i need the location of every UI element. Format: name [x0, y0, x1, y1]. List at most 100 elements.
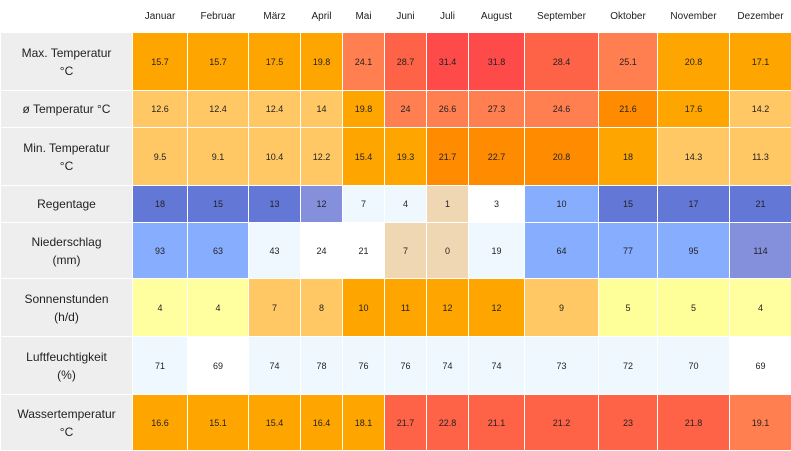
table-cell: 15 [599, 186, 658, 223]
month-header: August [469, 1, 525, 33]
table-cell: 18.1 [343, 395, 385, 451]
row-label: Luftfeuchtigkeit (%) [1, 337, 133, 395]
row-label: Regentage [1, 186, 133, 223]
table-cell: 12 [301, 186, 343, 223]
table-cell: 21.8 [658, 395, 730, 451]
table-cell: 12.2 [301, 128, 343, 186]
table-cell: 71 [133, 337, 188, 395]
table-cell: 23 [599, 395, 658, 451]
table-cell: 9.1 [188, 128, 249, 186]
table-cell: 18 [133, 186, 188, 223]
table-cell: 78 [301, 337, 343, 395]
table-cell: 70 [658, 337, 730, 395]
table-cell: 14.2 [730, 91, 791, 128]
table-cell: 64 [525, 223, 599, 279]
table-cell: 74 [469, 337, 525, 395]
month-header: Dezember [730, 1, 791, 33]
table-cell: 14 [301, 91, 343, 128]
table-cell: 24.1 [343, 33, 385, 91]
table-cell: 4 [188, 279, 249, 337]
table-cell: 7 [249, 279, 301, 337]
table-cell: 26.6 [427, 91, 469, 128]
table-cell: 43 [249, 223, 301, 279]
row-label: Sonnenstunden (h/d) [1, 279, 133, 337]
table-cell: 28.4 [525, 33, 599, 91]
table-cell: 21 [730, 186, 791, 223]
row-label: Max. Temperatur °C [1, 33, 133, 91]
table-cell: 24.6 [525, 91, 599, 128]
table-cell: 24 [385, 91, 427, 128]
table-cell: 20.8 [658, 33, 730, 91]
table-cell: 18 [599, 128, 658, 186]
table-cell: 25.1 [599, 33, 658, 91]
table-cell: 21.2 [525, 395, 599, 451]
table-cell: 17.6 [658, 91, 730, 128]
table-cell: 69 [188, 337, 249, 395]
table-cell: 15.4 [249, 395, 301, 451]
table-cell: 4 [730, 279, 791, 337]
table-cell: 21.6 [599, 91, 658, 128]
table-cell: 12.4 [188, 91, 249, 128]
table-cell: 21.1 [469, 395, 525, 451]
table-cell: 17 [658, 186, 730, 223]
month-header: Oktober [599, 1, 658, 33]
table-cell: 4 [133, 279, 188, 337]
table-cell: 19 [469, 223, 525, 279]
table-cell: 15.1 [188, 395, 249, 451]
row-label: ø Temperatur °C [1, 91, 133, 128]
table-cell: 14.3 [658, 128, 730, 186]
table-cell: 19.3 [385, 128, 427, 186]
table-cell: 15.7 [188, 33, 249, 91]
table-cell: 19.1 [730, 395, 791, 451]
table-cell: 21 [343, 223, 385, 279]
table-cell: 74 [427, 337, 469, 395]
month-header: März [249, 1, 301, 33]
table-cell: 95 [658, 223, 730, 279]
table-cell: 22.7 [469, 128, 525, 186]
row-label: Niederschlag (mm) [1, 223, 133, 279]
table-cell: 11.3 [730, 128, 791, 186]
month-header: Mai [343, 1, 385, 33]
table-cell: 21.7 [427, 128, 469, 186]
table-cell: 31.8 [469, 33, 525, 91]
table-cell: 7 [385, 223, 427, 279]
table-cell: 7 [343, 186, 385, 223]
table-cell: 76 [385, 337, 427, 395]
table-cell: 20.8 [525, 128, 599, 186]
month-header: November [658, 1, 730, 33]
table-cell: 15 [188, 186, 249, 223]
month-header: April [301, 1, 343, 33]
table-cell: 24 [301, 223, 343, 279]
table-cell: 10 [343, 279, 385, 337]
table-cell: 0 [427, 223, 469, 279]
month-header: Juli [427, 1, 469, 33]
table-cell: 13 [249, 186, 301, 223]
table-cell: 9 [525, 279, 599, 337]
table-cell: 16.4 [301, 395, 343, 451]
table-cell: 77 [599, 223, 658, 279]
table-cell: 12 [469, 279, 525, 337]
table-cell: 10 [525, 186, 599, 223]
table-cell: 11 [385, 279, 427, 337]
month-header: Juni [385, 1, 427, 33]
table-cell: 1 [427, 186, 469, 223]
table-cell: 15.7 [133, 33, 188, 91]
table-cell: 12 [427, 279, 469, 337]
table-cell: 114 [730, 223, 791, 279]
table-cell: 17.5 [249, 33, 301, 91]
table-cell: 63 [188, 223, 249, 279]
table-cell: 31.4 [427, 33, 469, 91]
table-cell: 72 [599, 337, 658, 395]
row-label: Min. Temperatur °C [1, 128, 133, 186]
month-header: September [525, 1, 599, 33]
table-cell: 27.3 [469, 91, 525, 128]
table-cell: 12.4 [249, 91, 301, 128]
